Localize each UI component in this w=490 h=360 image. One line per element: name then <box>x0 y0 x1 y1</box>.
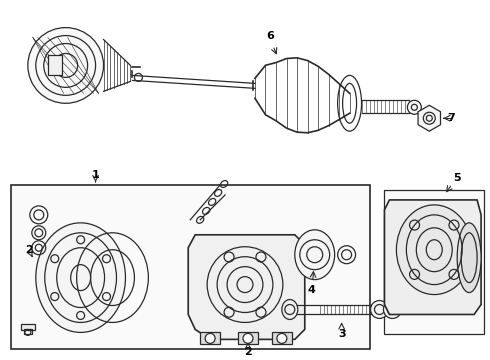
Bar <box>48 55 62 75</box>
Bar <box>200 332 220 345</box>
Ellipse shape <box>295 230 335 280</box>
Ellipse shape <box>457 223 481 293</box>
Ellipse shape <box>282 300 298 319</box>
Circle shape <box>205 333 215 343</box>
Text: 6: 6 <box>266 31 274 41</box>
Bar <box>385 190 484 334</box>
Circle shape <box>407 100 421 114</box>
Text: 5: 5 <box>453 173 461 183</box>
Ellipse shape <box>396 205 472 294</box>
Polygon shape <box>385 200 481 315</box>
Bar <box>21 324 35 330</box>
Ellipse shape <box>68 223 157 332</box>
Circle shape <box>28 28 103 103</box>
Circle shape <box>384 301 401 319</box>
Text: 2: 2 <box>25 245 33 255</box>
Ellipse shape <box>36 223 125 332</box>
Bar <box>24 329 32 334</box>
Bar <box>272 332 292 345</box>
Polygon shape <box>188 235 305 339</box>
Circle shape <box>243 333 253 343</box>
Bar <box>11 185 369 349</box>
Text: 2: 2 <box>244 347 252 357</box>
Text: 7: 7 <box>447 113 455 123</box>
Bar <box>238 332 258 345</box>
Text: 3: 3 <box>338 329 345 339</box>
Text: 1: 1 <box>92 170 99 180</box>
Text: 4: 4 <box>308 284 316 294</box>
Circle shape <box>370 301 389 319</box>
Polygon shape <box>418 105 441 131</box>
Circle shape <box>277 333 287 343</box>
